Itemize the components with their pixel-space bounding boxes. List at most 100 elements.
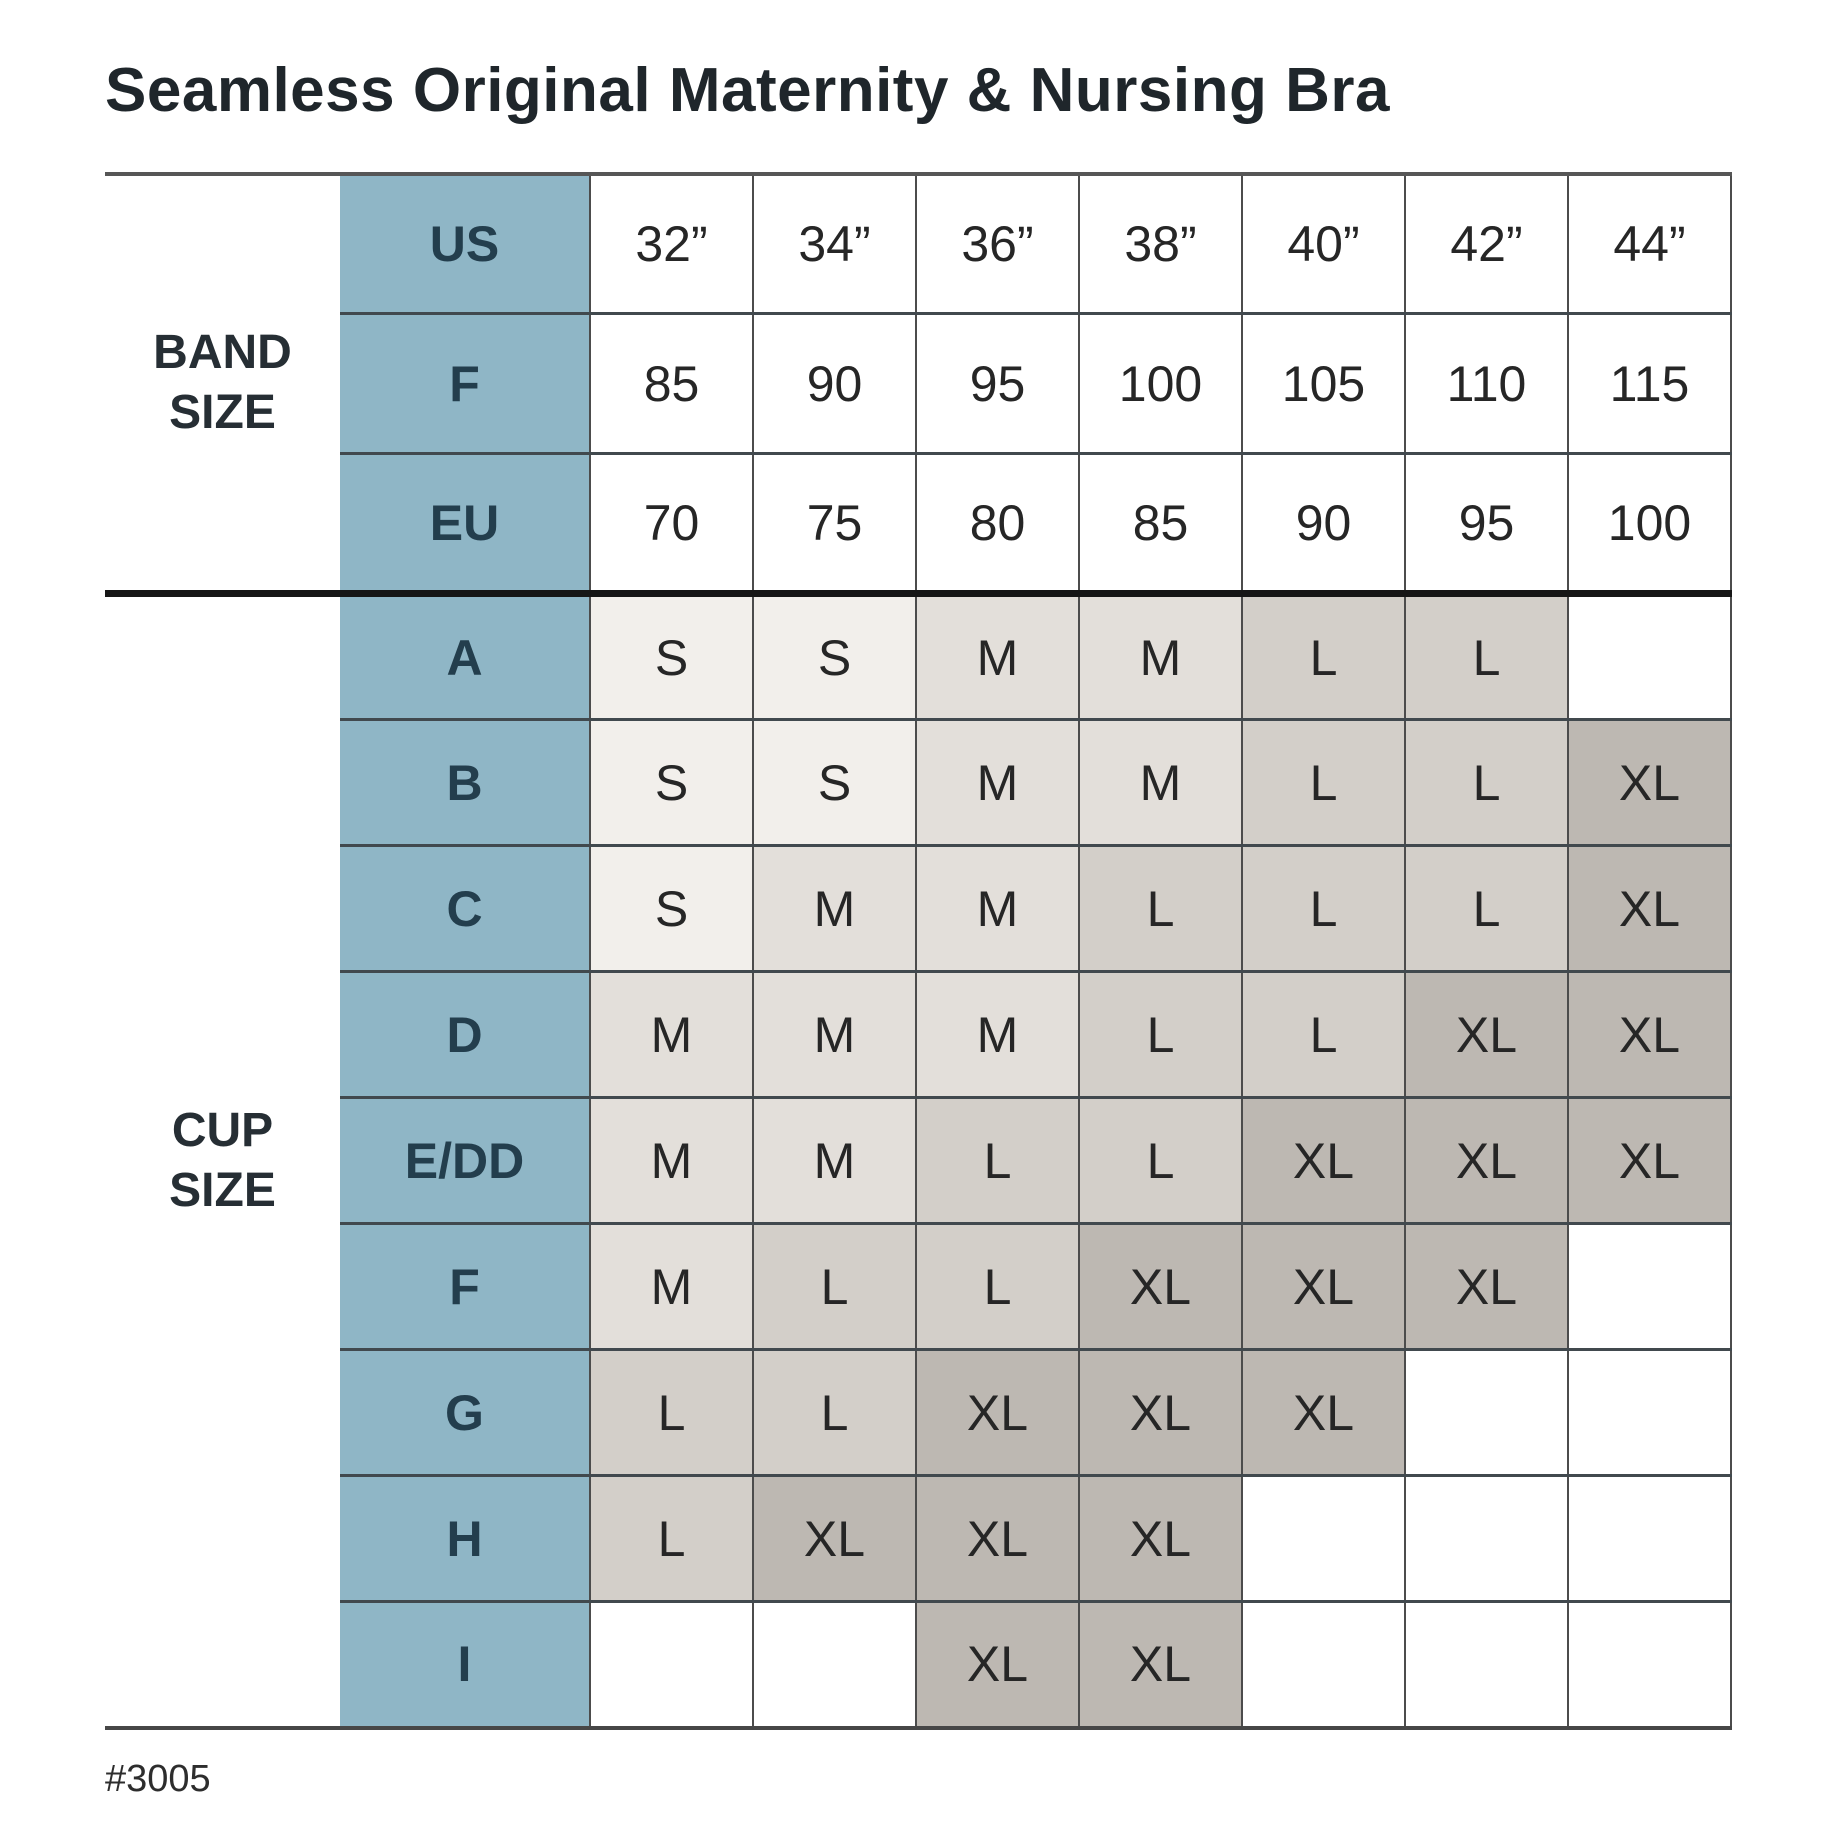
size-cell: L: [1241, 971, 1406, 1099]
size-cell: XL: [915, 1601, 1080, 1729]
row-label-cell: G: [340, 1349, 591, 1477]
size-cell: L: [915, 1223, 1080, 1351]
empty-cell: [1567, 593, 1732, 721]
empty-cell: [1241, 1475, 1406, 1603]
size-cell: XL: [1567, 1097, 1732, 1225]
size-cell: 44”: [1567, 173, 1732, 315]
size-cell: 40”: [1241, 173, 1406, 315]
row-label-cell: H: [340, 1475, 591, 1603]
band-size-section-label: BAND SIZE: [105, 173, 340, 597]
size-cell: 95: [915, 313, 1080, 455]
table-row: EU 70 75 80 85 90 95 100: [105, 453, 1732, 597]
size-cell: 105: [1241, 313, 1406, 455]
size-cell: XL: [752, 1475, 917, 1603]
empty-cell: [1404, 1475, 1569, 1603]
empty-cell: [752, 1601, 917, 1729]
size-cell: 34”: [752, 173, 917, 315]
size-cell: 70: [589, 453, 754, 597]
table-row: B S S M M L L XL: [105, 719, 1732, 847]
size-cell: XL: [1404, 1097, 1569, 1225]
size-cell: L: [1241, 593, 1406, 721]
row-label-cell: E/DD: [340, 1097, 591, 1225]
row-label-cell: US: [340, 173, 591, 315]
table-row: H L XL XL XL: [105, 1475, 1732, 1603]
size-cell: M: [915, 593, 1080, 721]
size-cell: 90: [1241, 453, 1406, 597]
size-cell: M: [589, 1223, 754, 1351]
size-cell: M: [915, 845, 1080, 973]
empty-cell: [1567, 1349, 1732, 1477]
page-title: Seamless Original Maternity & Nursing Br…: [105, 56, 1390, 125]
row-label-cell: I: [340, 1601, 591, 1729]
size-cell: L: [1078, 845, 1243, 973]
size-cell: 115: [1567, 313, 1732, 455]
size-cell: 38”: [1078, 173, 1243, 315]
size-cell: M: [589, 971, 754, 1099]
size-cell: XL: [1567, 845, 1732, 973]
cup-size-section-label: CUP SIZE: [105, 593, 340, 1728]
table-row: D M M M L L XL XL: [105, 971, 1732, 1099]
row-label-cell: F: [340, 1223, 591, 1351]
size-cell: XL: [1241, 1223, 1406, 1351]
size-cell: L: [589, 1349, 754, 1477]
size-cell: 42”: [1404, 173, 1569, 315]
size-cell: L: [1241, 719, 1406, 847]
size-cell: L: [1404, 845, 1569, 973]
style-number: #3005: [105, 1757, 211, 1800]
table-row: G L L XL XL XL: [105, 1349, 1732, 1477]
size-cell: S: [752, 719, 917, 847]
table-row: C S M M L L L XL: [105, 845, 1732, 973]
size-table-body: BAND SIZE US 32” 34” 36” 38” 40” 42” 44” F 85 90 95 10…: [105, 173, 1732, 1729]
size-cell: XL: [915, 1475, 1080, 1603]
empty-cell: [1404, 1349, 1569, 1477]
size-cell: M: [915, 971, 1080, 1099]
size-cell: 100: [1078, 313, 1243, 455]
size-cell: L: [1404, 593, 1569, 721]
size-cell: XL: [1404, 1223, 1569, 1351]
table-row: F 85 90 95 100 105 110 115: [105, 313, 1732, 455]
size-cell: XL: [1078, 1223, 1243, 1351]
table-row: E/DD M M L L XL XL XL: [105, 1097, 1732, 1225]
empty-cell: [1567, 1475, 1732, 1603]
table-row: CUP SIZE A S S M M L L: [105, 593, 1732, 1728]
size-cell: L: [915, 1097, 1080, 1225]
row-label-cell: EU: [340, 453, 591, 597]
row-label-cell: C: [340, 845, 591, 973]
size-cell: S: [752, 593, 917, 721]
size-cell: 75: [752, 453, 917, 597]
row-label-cell: A: [340, 593, 591, 721]
size-cell: XL: [1078, 1349, 1243, 1477]
size-cell: L: [589, 1475, 754, 1603]
size-cell: M: [589, 1097, 754, 1225]
empty-cell: [1404, 1601, 1569, 1729]
size-cell: L: [1078, 971, 1243, 1099]
size-cell: M: [752, 971, 917, 1099]
table-row: I XL XL: [105, 1601, 1732, 1729]
size-cell: XL: [1567, 719, 1732, 847]
size-cell: 80: [915, 453, 1080, 597]
size-cell: L: [1404, 719, 1569, 847]
size-cell: M: [915, 719, 1080, 847]
size-cell: M: [752, 845, 917, 973]
size-cell: 110: [1404, 313, 1569, 455]
table-row: F M L L XL XL XL: [105, 1223, 1732, 1351]
empty-cell: [589, 1601, 754, 1729]
size-cell: 90: [752, 313, 917, 455]
row-label-cell: D: [340, 971, 591, 1099]
size-cell: 85: [589, 313, 754, 455]
size-cell: L: [752, 1223, 917, 1351]
size-cell: 36”: [915, 173, 1080, 315]
size-cell: L: [1078, 1097, 1243, 1225]
size-cell: 95: [1404, 453, 1569, 597]
empty-cell: [1567, 1601, 1732, 1729]
size-cell: XL: [1241, 1349, 1406, 1477]
size-cell: M: [1078, 593, 1243, 721]
size-cell: M: [752, 1097, 917, 1225]
size-cell: L: [1241, 845, 1406, 973]
size-cell: 100: [1567, 453, 1732, 597]
size-cell: XL: [915, 1349, 1080, 1477]
size-cell: XL: [1404, 971, 1569, 1099]
row-label-cell: B: [340, 719, 591, 847]
table-row: BAND SIZE US 32” 34” 36” 38” 40” 42” 44”: [105, 173, 1732, 597]
